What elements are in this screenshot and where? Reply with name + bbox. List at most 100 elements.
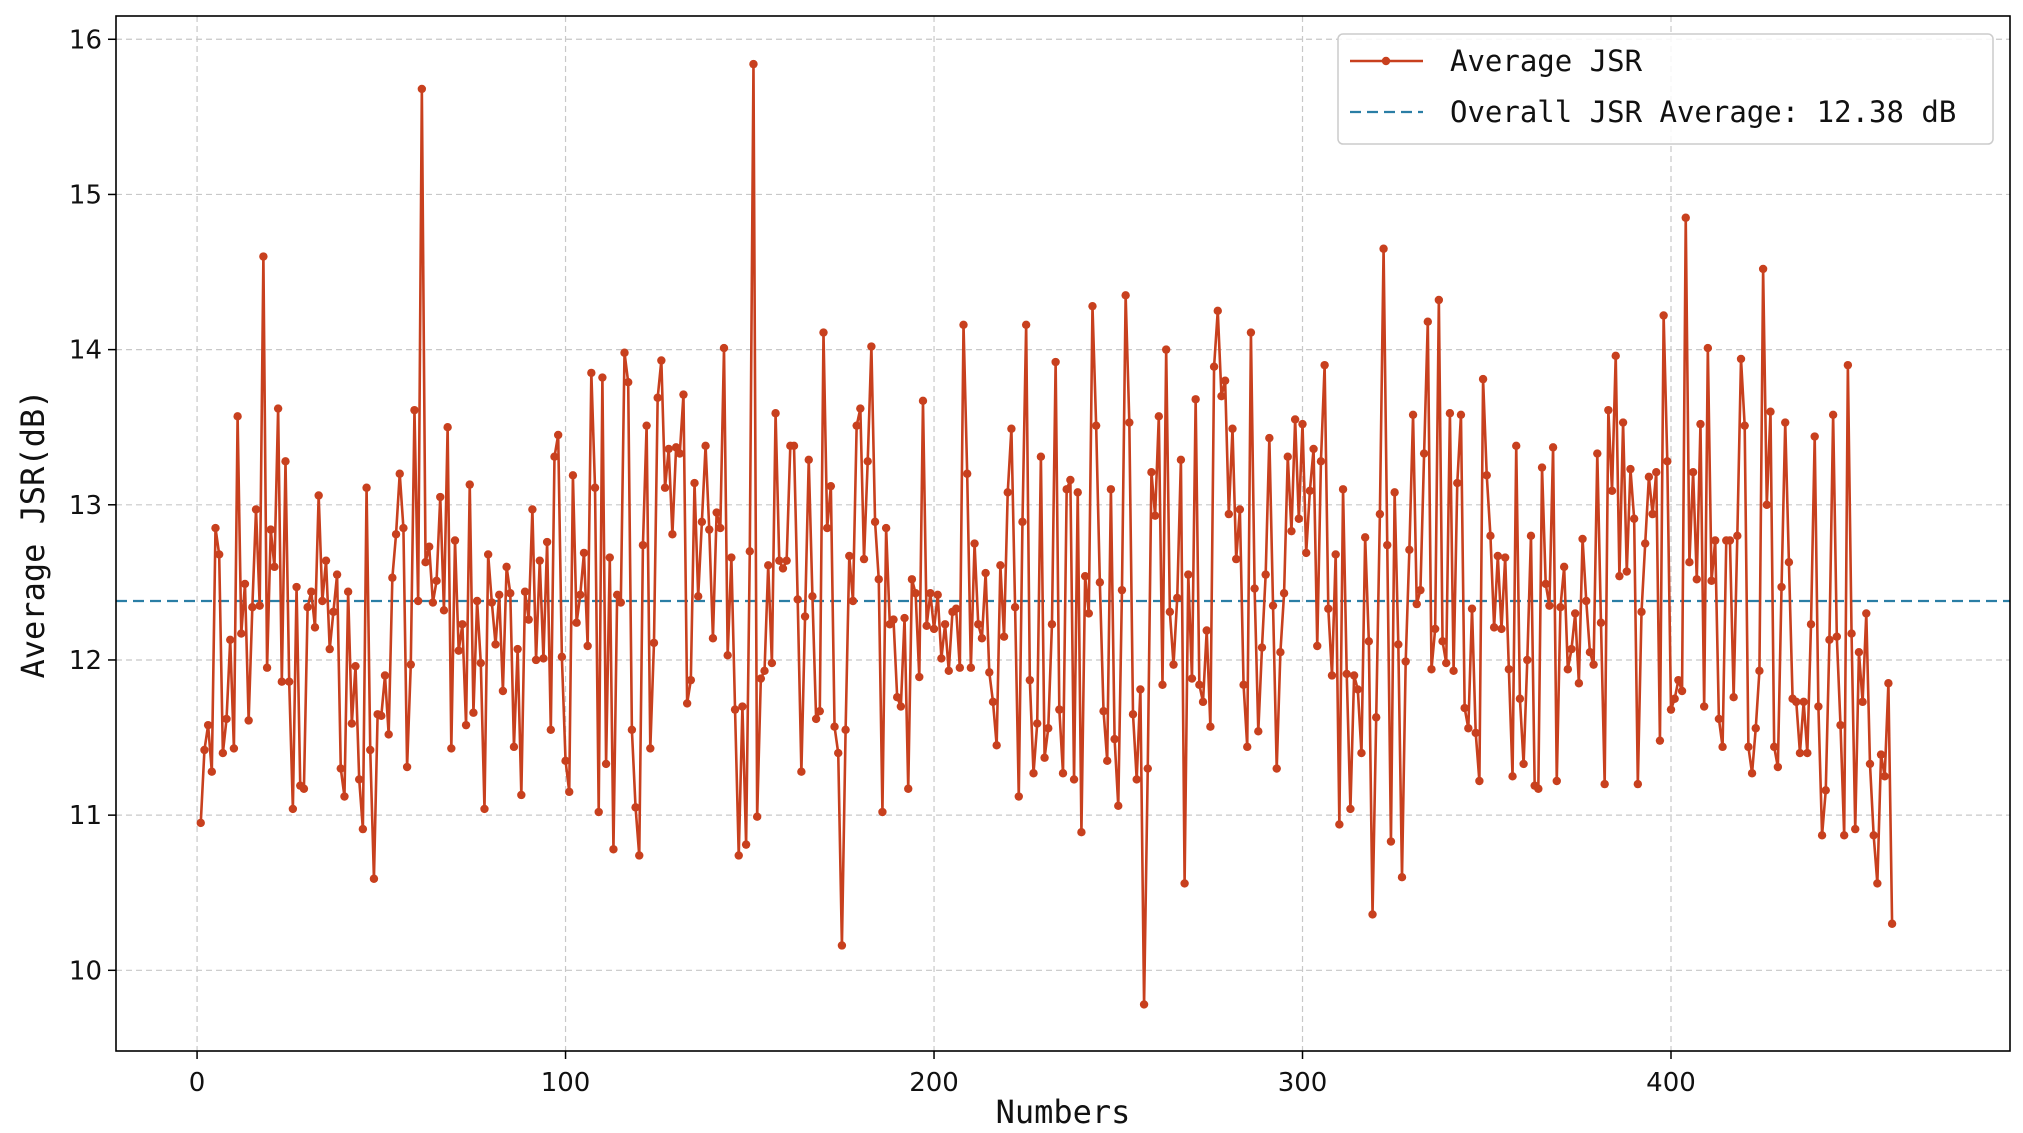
data-point <box>1217 391 1226 401</box>
data-point <box>1438 637 1447 646</box>
data-point <box>332 570 342 579</box>
data-point <box>1143 764 1152 773</box>
data-point <box>1659 311 1668 320</box>
data-point <box>1103 756 1112 766</box>
data-point <box>1781 418 1790 427</box>
data-point <box>1372 713 1381 722</box>
data-point <box>1283 452 1292 461</box>
data-point <box>1180 879 1189 888</box>
data-point <box>598 373 607 382</box>
data-point <box>284 677 294 686</box>
data-point <box>1309 444 1318 454</box>
data-point <box>1254 727 1263 736</box>
data-point <box>605 553 614 562</box>
data-point <box>1600 779 1609 789</box>
data-point <box>1556 603 1565 612</box>
data-point <box>1806 620 1816 629</box>
data-point <box>819 328 828 337</box>
data-point <box>1777 582 1786 592</box>
data-point <box>981 568 990 578</box>
data-point <box>1246 328 1256 337</box>
data-point <box>1231 554 1241 564</box>
data-point <box>1125 418 1134 427</box>
data-point <box>609 845 618 854</box>
data-point <box>719 343 729 353</box>
data-point <box>1036 452 1046 461</box>
data-point <box>904 784 913 793</box>
data-point <box>1456 410 1466 419</box>
data-point <box>682 699 692 708</box>
data-point <box>1460 703 1469 713</box>
data-point <box>1375 509 1385 519</box>
legend: Average JSR Overall JSR Average: 12.38 d… <box>1337 33 1994 145</box>
data-point <box>826 481 836 491</box>
data-point <box>926 589 935 598</box>
data-point <box>1876 750 1886 759</box>
data-point <box>572 618 581 627</box>
data-point <box>767 658 777 668</box>
data-point <box>583 641 592 651</box>
data-point <box>1305 486 1315 496</box>
data-point <box>1703 343 1713 353</box>
data-point <box>259 252 268 261</box>
data-point <box>1714 714 1724 724</box>
data-point <box>1574 679 1584 688</box>
data-point <box>391 530 401 539</box>
data-point <box>1069 775 1079 784</box>
data-point <box>362 483 371 492</box>
data-point <box>889 615 898 624</box>
data-point <box>1394 640 1403 649</box>
data-point <box>1795 748 1805 758</box>
data-point <box>845 551 854 561</box>
data-point <box>1128 710 1138 719</box>
data-point <box>675 449 684 458</box>
data-point <box>1442 658 1451 668</box>
data-point <box>1099 706 1108 716</box>
data-point <box>1003 488 1012 497</box>
data-point <box>834 748 843 758</box>
data-point <box>668 530 677 539</box>
data-point <box>1677 686 1687 696</box>
data-point <box>1666 705 1676 714</box>
data-point <box>1220 376 1230 385</box>
data-point <box>1272 764 1281 773</box>
data-point <box>425 542 434 551</box>
data-point <box>1077 828 1086 837</box>
data-point <box>237 629 246 638</box>
data-point <box>1055 705 1064 714</box>
data-point <box>1342 669 1351 679</box>
data-point <box>642 421 651 430</box>
data-point <box>214 550 224 559</box>
data-point <box>671 443 681 452</box>
data-point <box>789 441 799 451</box>
data-point <box>1427 665 1436 674</box>
x-axis-ticks: 0 100 200 300 400 <box>189 1051 1696 1098</box>
data-point <box>587 368 596 378</box>
data-point <box>1150 511 1160 520</box>
data-point <box>815 706 824 716</box>
data-point <box>1633 779 1643 789</box>
data-point <box>974 620 983 629</box>
data-point <box>1851 824 1860 834</box>
data-point <box>870 517 880 527</box>
data-point <box>929 624 939 634</box>
data-point <box>822 523 832 533</box>
average-jsr-series-line <box>199 62 1894 1006</box>
data-point <box>336 764 345 773</box>
data-point <box>450 536 460 545</box>
data-point <box>660 483 670 492</box>
data-point <box>270 562 279 572</box>
data-point <box>1058 769 1068 778</box>
data-point <box>542 537 552 547</box>
data-point <box>1335 820 1344 829</box>
data-point <box>1622 567 1631 576</box>
data-point <box>531 655 541 665</box>
grid <box>116 16 2010 1051</box>
data-point <box>428 598 438 607</box>
legend-label-average-jsr: Average JSR <box>1450 44 1643 78</box>
data-point <box>1316 457 1326 466</box>
data-point <box>1887 919 1897 928</box>
data-point <box>561 756 570 766</box>
data-point <box>1471 728 1480 738</box>
